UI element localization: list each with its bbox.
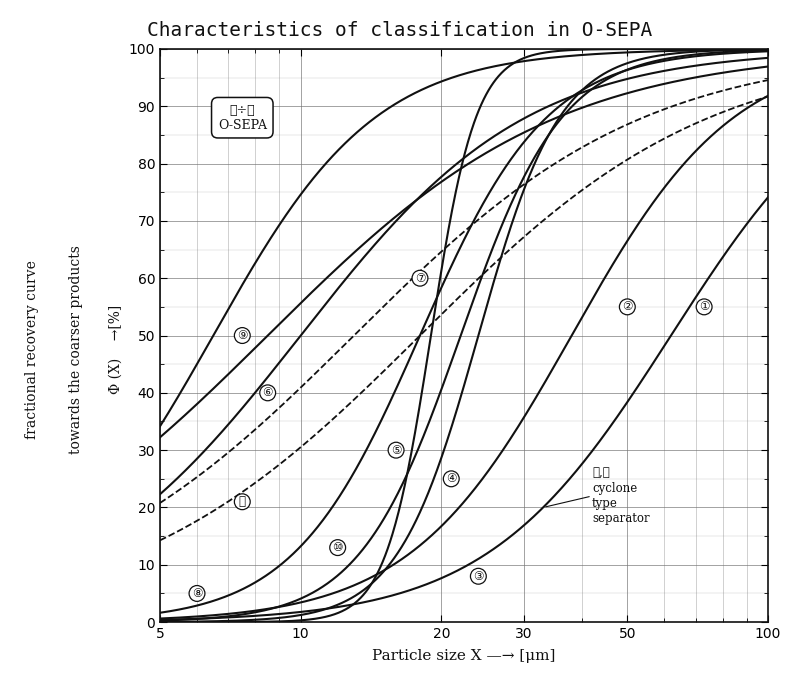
X-axis label: Particle size X —→ [μm]: Particle size X —→ [μm] <box>372 649 556 663</box>
Text: Characteristics of classification in O-SEPA: Characteristics of classification in O-S… <box>147 21 653 40</box>
Text: ⑥: ⑥ <box>262 387 273 399</box>
Text: fractional recovery curve: fractional recovery curve <box>25 260 39 439</box>
Text: ⑩: ⑩ <box>333 541 343 554</box>
Text: ⑩,⑪
cyclone
type
separator: ⑩,⑪ cyclone type separator <box>592 467 650 525</box>
Text: ⑧: ⑧ <box>192 587 202 600</box>
Text: ⑤: ⑤ <box>391 444 402 456</box>
Text: Φ (X)    →[%]: Φ (X) →[%] <box>109 305 123 394</box>
Text: ⑪: ⑪ <box>238 496 246 508</box>
Text: ⑨: ⑨ <box>237 329 247 342</box>
Text: ③: ③ <box>473 570 484 583</box>
Text: towards the coarser products: towards the coarser products <box>69 245 83 454</box>
Text: ①÷⑨
O-SEPA: ①÷⑨ O-SEPA <box>218 103 266 131</box>
Text: ②: ② <box>622 301 633 313</box>
Text: ④: ④ <box>446 473 457 485</box>
Text: ①: ① <box>699 301 710 313</box>
Text: ⑦: ⑦ <box>414 272 426 284</box>
